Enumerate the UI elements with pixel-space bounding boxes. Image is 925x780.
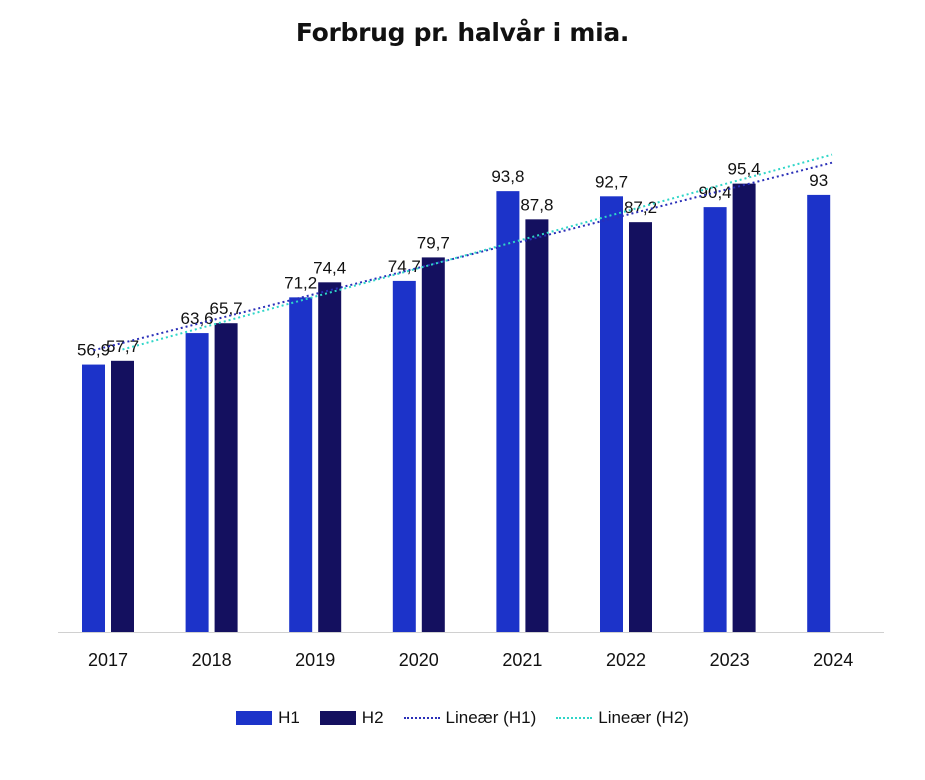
data-label-h1-2021: 93,8	[491, 167, 524, 186]
data-label-h2-2021: 87,8	[520, 195, 553, 214]
data-label-h1-2020: 74,7	[388, 257, 421, 276]
bar-h1-2021	[496, 191, 520, 632]
bar-h1-2024	[807, 194, 831, 632]
x-tick-label-2021: 2021	[502, 650, 542, 670]
bar-chart: 2017 2018 2019 2020 2021 2022 2023 202456,963,6…	[58, 153, 884, 670]
bar-h2-2023	[732, 183, 756, 632]
legend-swatch-trend-h1	[403, 717, 440, 719]
data-label-h1-2018: 63,6	[181, 309, 214, 328]
legend-label-h1: H1	[278, 708, 300, 727]
trendline-h1	[93, 161, 833, 352]
legend-item-trend-h2: Lineær (H2)	[556, 708, 689, 728]
x-tick-label-2020: 2020	[399, 650, 439, 670]
bar-h1-2020	[392, 280, 416, 632]
data-label-h2-2017: 57,7	[106, 337, 139, 356]
bar-h1-2023	[703, 207, 727, 632]
x-tick-label-2022: 2022	[606, 650, 646, 670]
x-tick-label-2023: 2023	[710, 650, 750, 670]
bar-h2-2020	[421, 257, 445, 632]
legend-item-h1: H1	[236, 708, 300, 728]
data-label-h1-2019: 71,2	[284, 273, 317, 292]
bar-h1-2018	[185, 333, 209, 632]
data-label-h2-2019: 74,4	[313, 258, 346, 277]
x-tick-label-2024: 2024	[813, 650, 853, 670]
bar-h1-2019	[289, 297, 313, 632]
bar-h2-2021	[525, 219, 549, 632]
data-label-h2-2018: 65,7	[210, 299, 243, 318]
legend-label-h2: H2	[361, 708, 384, 727]
bar-h1-2022	[600, 196, 623, 632]
bar-h2-2019	[318, 282, 342, 632]
chart-title: Forbrug pr. halvår i mia.	[295, 18, 630, 47]
bar-h2-2022	[629, 222, 652, 632]
data-label-h2-2020: 79,7	[417, 233, 450, 252]
bar-h2-2018	[214, 323, 238, 632]
bar-h1-2017	[82, 364, 105, 632]
legend-label-trend-h2: Lineær (H2)	[598, 708, 689, 727]
data-label-h2-2023: 95,4	[728, 160, 761, 179]
legend-item-trend-h1: Lineær (H1)	[403, 708, 537, 728]
legend-swatch-h2	[319, 711, 356, 725]
legend-item-h2: H2	[319, 708, 384, 728]
legend-swatch-trend-h2	[556, 717, 593, 719]
x-tick-label-2019: 2019	[295, 650, 335, 670]
data-label-h1-2022: 92,7	[595, 172, 628, 191]
legend-label-trend-h1: Lineær (H1)	[445, 708, 537, 727]
bar-h2-2017	[111, 360, 134, 632]
legend: H1 H2 Lineær (H1) Lineær (H2)	[0, 708, 925, 728]
legend-swatch-h1	[236, 711, 273, 725]
data-label-h1-2024: 93	[809, 171, 828, 190]
x-tick-label-2017: 2017	[88, 650, 128, 670]
x-tick-label-2018: 2018	[192, 650, 232, 670]
